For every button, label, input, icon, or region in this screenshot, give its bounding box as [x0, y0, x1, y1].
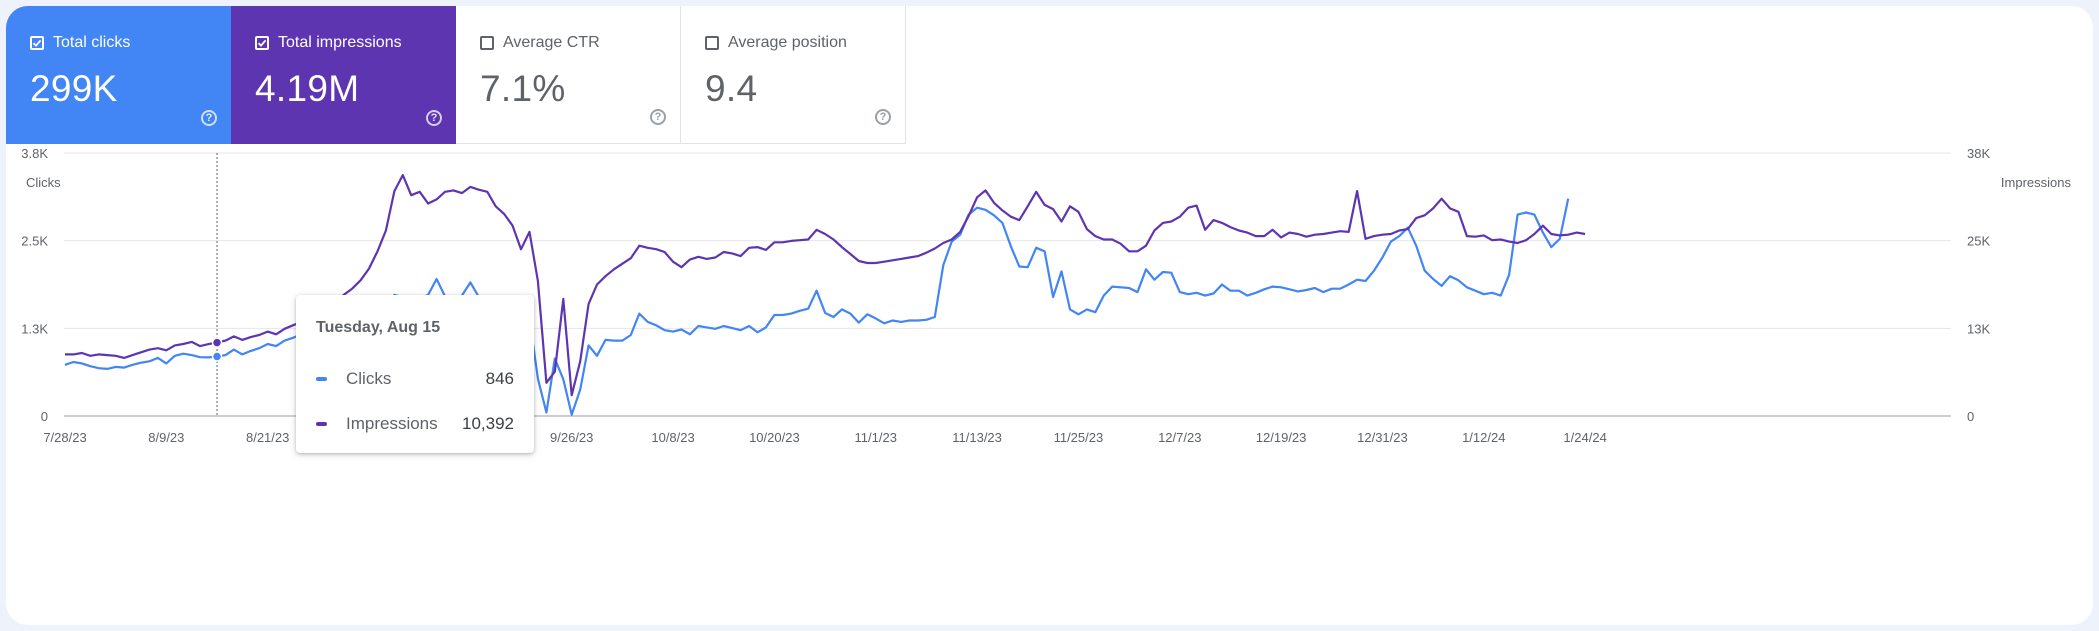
metric-label: Total clicks [53, 34, 131, 51]
clicks-swatch [316, 377, 327, 381]
metric-label: Total impressions [278, 34, 402, 51]
hover-tooltip: Tuesday, Aug 15 Clicks 846 Impressions 1… [296, 295, 534, 453]
checkbox-unchecked-icon[interactable] [705, 36, 719, 50]
x-tick-label: 12/31/23 [1357, 430, 1408, 445]
metric-value: 7.1% [480, 68, 566, 109]
performance-chart[interactable]: 0 0 1.3K 13K 2.5K 25K 3.8K 38K 7/28/23 8/9/23 8/21… [6, 6, 2093, 625]
metric-value: 9.4 [705, 68, 758, 109]
performance-card: Total clicks 299K ? Total impressions 4.… [6, 6, 2093, 625]
impressions-swatch [316, 422, 327, 426]
checkbox-checked-icon[interactable] [255, 36, 269, 50]
metric-header: Average CTR [480, 32, 680, 54]
x-tick-label: 8/21/23 [246, 430, 289, 445]
x-tick-label: 11/25/23 [1054, 430, 1104, 445]
x-tick-label: 9/26/23 [550, 430, 593, 445]
metric-value: 299K [30, 68, 118, 109]
x-tick-label: 12/19/23 [1256, 430, 1307, 445]
help-icon[interactable]: ? [875, 109, 891, 125]
tooltip-clicks-value: 846 [485, 369, 514, 388]
x-tick-label: 1/24/24 [1563, 430, 1606, 445]
x-tick-label: 11/13/23 [952, 430, 1002, 445]
right-tick-label: 0 [1967, 409, 1974, 424]
tooltip-series-name: Clicks [346, 369, 392, 388]
help-icon[interactable]: ? [426, 110, 442, 126]
tooltip-date: Tuesday, Aug 15 [316, 319, 441, 336]
hover-point-clicks [211, 351, 223, 362]
metric-label: Average position [728, 34, 847, 51]
left-tick-label: 0 [41, 409, 48, 424]
tooltip-row-impressions: Impressions 10,392 [316, 414, 514, 434]
left-tick-label: 1.3K [21, 321, 48, 336]
x-tick-label: 11/1/23 [855, 430, 897, 445]
metric-total-clicks[interactable]: Total clicks 299K ? [6, 6, 231, 144]
right-tick-label: 13K [1967, 321, 1990, 336]
right-tick-label: 38K [1967, 146, 1990, 161]
left-axis-title: Clicks [26, 175, 61, 190]
left-tick-label: 2.5K [21, 234, 48, 249]
metric-average-position[interactable]: Average position 9.4 ? [681, 6, 906, 144]
right-tick-label: 25K [1967, 234, 1990, 249]
x-tick-label: 10/8/23 [651, 430, 694, 445]
x-tick-label: 10/20/23 [749, 430, 800, 445]
tooltip-series-name: Impressions [346, 414, 438, 433]
metric-value: 4.19M [255, 68, 360, 109]
tooltip-impressions-value: 10,392 [462, 414, 514, 433]
right-axis-title: Impressions [2000, 175, 2071, 190]
left-tick-label: 3.8K [21, 146, 48, 161]
checkbox-unchecked-icon[interactable] [480, 36, 494, 50]
metric-header: Total impressions [255, 32, 456, 54]
help-icon[interactable]: ? [650, 109, 666, 125]
hover-point-impressions [211, 337, 223, 348]
x-tick-label: 12/7/23 [1158, 430, 1201, 445]
x-tick-label: 7/28/23 [43, 430, 86, 445]
tooltip-row-clicks: Clicks 846 [316, 369, 514, 389]
metric-header: Average position [705, 32, 905, 54]
x-tick-label: 8/9/23 [148, 430, 184, 445]
metric-header: Total clicks [30, 32, 231, 54]
metric-average-ctr[interactable]: Average CTR 7.1% ? [456, 6, 681, 144]
checkbox-checked-icon[interactable] [30, 36, 44, 50]
metric-label: Average CTR [503, 34, 600, 51]
help-icon[interactable]: ? [201, 110, 217, 126]
metric-total-impressions[interactable]: Total impressions 4.19M ? [231, 6, 456, 144]
x-tick-label: 1/12/24 [1462, 430, 1505, 445]
series-line-impressions [65, 174, 1586, 397]
